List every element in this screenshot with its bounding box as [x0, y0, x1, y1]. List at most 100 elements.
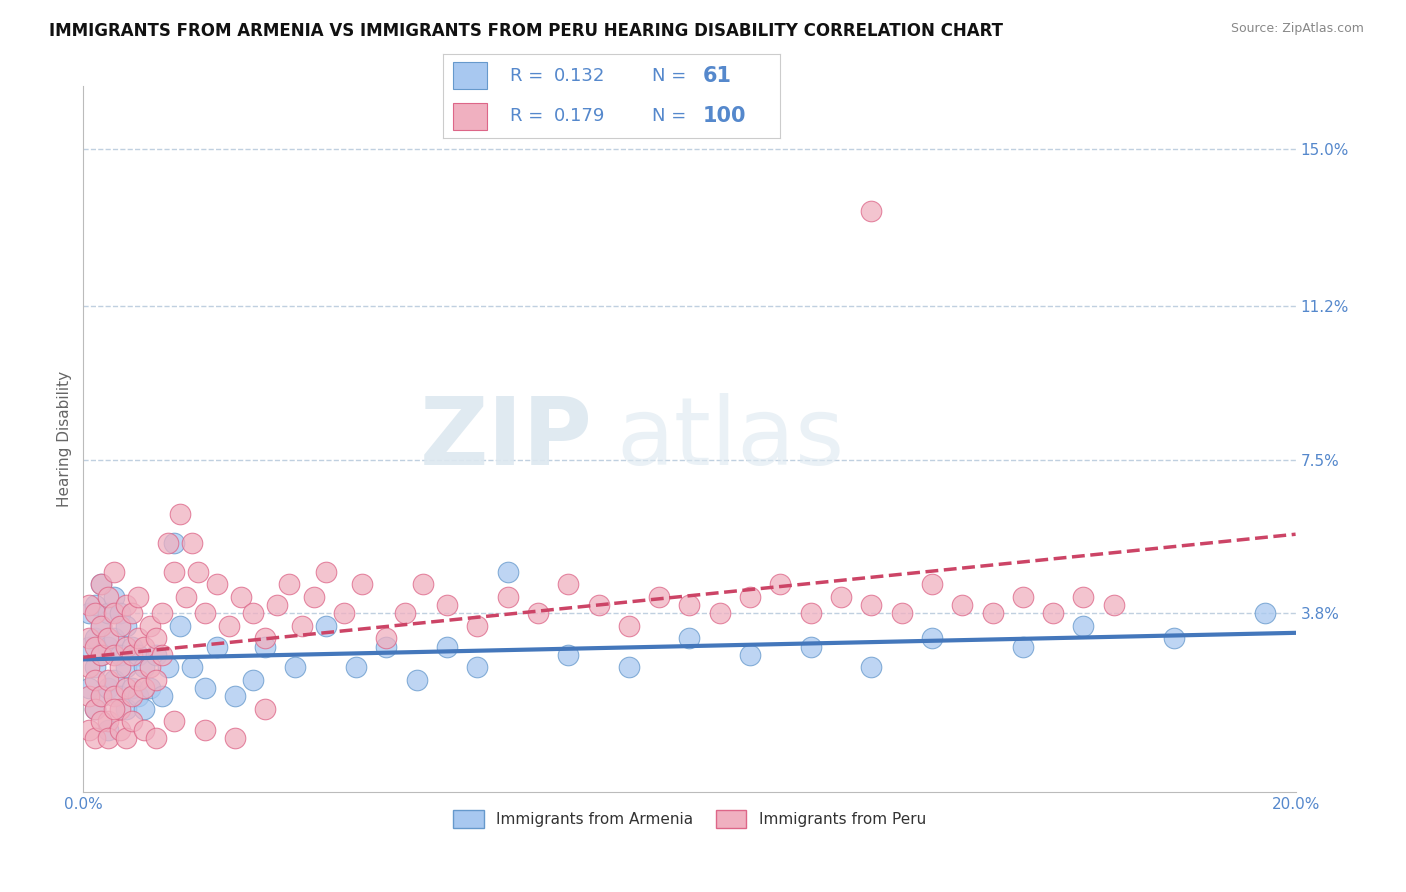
Point	[132, 640, 155, 654]
Point	[127, 673, 149, 687]
FancyBboxPatch shape	[453, 103, 486, 130]
Point	[921, 577, 943, 591]
Point	[139, 619, 162, 633]
Point	[405, 673, 427, 687]
Point	[127, 690, 149, 704]
Point	[181, 660, 204, 674]
Point	[465, 619, 488, 633]
Point	[412, 577, 434, 591]
Point	[103, 673, 125, 687]
Point	[84, 702, 107, 716]
Point	[266, 598, 288, 612]
Point	[90, 690, 112, 704]
Point	[278, 577, 301, 591]
Point	[1011, 640, 1033, 654]
Point	[145, 673, 167, 687]
Text: N =: N =	[652, 67, 692, 85]
Point	[860, 598, 883, 612]
Point	[108, 607, 131, 621]
Point	[193, 681, 215, 696]
Text: 0.179: 0.179	[554, 107, 606, 125]
Point	[108, 660, 131, 674]
Point	[132, 723, 155, 737]
Point	[90, 619, 112, 633]
Point	[96, 681, 118, 696]
Point	[557, 648, 579, 662]
Point	[103, 565, 125, 579]
Point	[84, 673, 107, 687]
Point	[108, 702, 131, 716]
Point	[150, 607, 173, 621]
Point	[1254, 607, 1277, 621]
Point	[84, 598, 107, 612]
Point	[1163, 632, 1185, 646]
Point	[108, 619, 131, 633]
Point	[169, 619, 191, 633]
Point	[103, 648, 125, 662]
Point	[163, 536, 186, 550]
Point	[617, 660, 640, 674]
Point	[1073, 619, 1095, 633]
Text: R =: R =	[510, 107, 550, 125]
Text: N =: N =	[652, 107, 692, 125]
Point	[163, 714, 186, 729]
Point	[114, 619, 136, 633]
Point	[121, 640, 143, 654]
Point	[96, 673, 118, 687]
Point	[79, 640, 101, 654]
Point	[114, 598, 136, 612]
Point	[150, 648, 173, 662]
Text: IMMIGRANTS FROM ARMENIA VS IMMIGRANTS FROM PERU HEARING DISABILITY CORRELATION C: IMMIGRANTS FROM ARMENIA VS IMMIGRANTS FR…	[49, 22, 1004, 40]
Point	[145, 648, 167, 662]
Point	[96, 607, 118, 621]
Point	[254, 702, 277, 716]
Point	[205, 577, 228, 591]
Point	[96, 731, 118, 745]
Point	[193, 723, 215, 737]
Point	[90, 619, 112, 633]
Point	[121, 648, 143, 662]
Point	[302, 590, 325, 604]
Text: Source: ZipAtlas.com: Source: ZipAtlas.com	[1230, 22, 1364, 36]
Point	[84, 640, 107, 654]
Point	[90, 577, 112, 591]
Text: atlas: atlas	[617, 393, 845, 485]
Point	[333, 607, 356, 621]
Point	[678, 632, 700, 646]
Y-axis label: Hearing Disability: Hearing Disability	[58, 371, 72, 508]
Point	[84, 731, 107, 745]
Point	[588, 598, 610, 612]
Point	[79, 681, 101, 696]
Point	[224, 731, 246, 745]
Point	[79, 690, 101, 704]
Point	[375, 640, 398, 654]
Point	[96, 590, 118, 604]
Point	[617, 619, 640, 633]
Point	[496, 590, 519, 604]
Point	[800, 640, 823, 654]
Point	[84, 702, 107, 716]
Point	[163, 565, 186, 579]
Point	[193, 607, 215, 621]
Point	[90, 714, 112, 729]
Point	[127, 590, 149, 604]
Point	[860, 203, 883, 218]
Point	[90, 648, 112, 662]
Point	[527, 607, 550, 621]
Point	[242, 673, 264, 687]
Point	[1102, 598, 1125, 612]
Text: 61: 61	[703, 65, 731, 86]
Point	[678, 598, 700, 612]
Point	[157, 536, 180, 550]
Point	[79, 607, 101, 621]
Point	[218, 619, 240, 633]
Point	[315, 565, 337, 579]
Point	[648, 590, 671, 604]
Point	[375, 632, 398, 646]
Point	[103, 702, 125, 716]
Text: R =: R =	[510, 67, 550, 85]
Point	[103, 607, 125, 621]
Point	[114, 681, 136, 696]
Point	[121, 681, 143, 696]
Point	[90, 690, 112, 704]
